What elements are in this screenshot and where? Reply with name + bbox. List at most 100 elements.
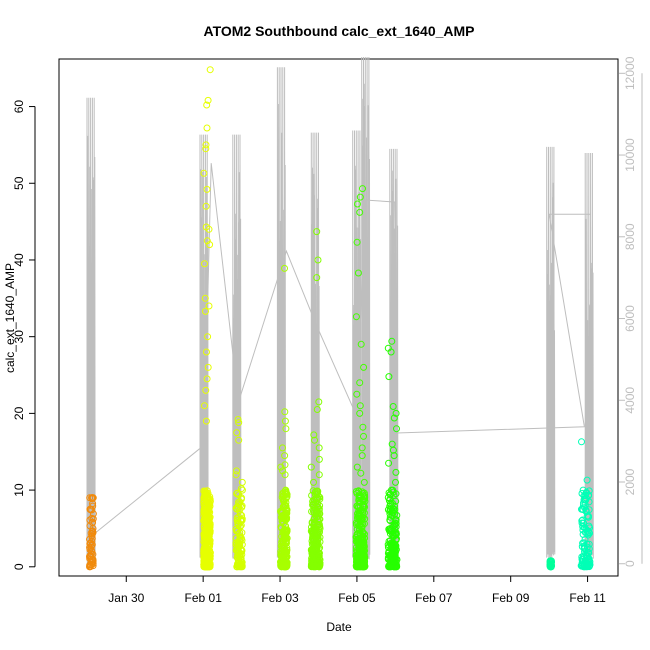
data-point (281, 551, 289, 558)
data-point (233, 561, 241, 569)
plot-frame (58, 58, 619, 577)
data-point (360, 432, 367, 440)
data-point (281, 452, 289, 460)
data-point (200, 169, 208, 177)
y-tick-label: 0 (12, 563, 26, 570)
x-tick-label: Feb 07 (415, 591, 453, 605)
data-point (202, 417, 210, 425)
data-point (204, 96, 212, 104)
x-tick-label: Feb 09 (492, 591, 530, 605)
data-point (390, 556, 398, 564)
data-point (390, 414, 398, 422)
data-point (238, 547, 246, 555)
data-point (581, 492, 589, 499)
data-point (393, 511, 401, 519)
data-point (359, 423, 367, 431)
data-point (384, 506, 392, 514)
data-point (202, 307, 209, 315)
secondary-spike (546, 146, 556, 564)
data-point (201, 402, 208, 410)
data-point (580, 542, 588, 550)
data-point (313, 228, 321, 236)
data-point (359, 529, 367, 537)
data-point (354, 269, 362, 277)
data-point (586, 558, 594, 566)
series-8 (546, 557, 555, 571)
data-point (203, 348, 210, 356)
secondary-line (86, 56, 594, 564)
data-point (386, 526, 394, 534)
y-tick-label: 40 (12, 253, 26, 267)
data-point (235, 436, 243, 444)
data-point (392, 563, 400, 571)
data-point (387, 348, 395, 356)
data-point (352, 313, 360, 321)
data-point (283, 526, 291, 534)
data-point (315, 455, 323, 463)
data-point (314, 494, 322, 502)
data-point (203, 124, 211, 132)
data-point (277, 463, 285, 471)
data-point (237, 495, 245, 503)
data-point (354, 538, 362, 546)
data-point (580, 499, 587, 507)
data-point (310, 478, 317, 486)
data-point (578, 517, 586, 525)
data-point (88, 530, 96, 538)
data-point (282, 486, 290, 494)
data-point (578, 438, 585, 446)
series-6 (352, 185, 369, 571)
data-point (203, 101, 211, 109)
data-point (315, 505, 323, 513)
data-point (392, 478, 399, 486)
data-point (200, 532, 208, 540)
data-point (389, 446, 397, 454)
series-2 (200, 66, 214, 571)
data-point (358, 444, 366, 452)
data-point (88, 528, 96, 535)
data-point (233, 429, 241, 437)
data-point (281, 417, 289, 425)
data-point (356, 402, 364, 410)
data-point (201, 508, 209, 516)
data-point (309, 530, 317, 538)
data-point (314, 256, 322, 264)
data-point (310, 515, 318, 523)
data-point (203, 516, 211, 523)
data-point (313, 406, 321, 413)
x-tick-label: Feb 03 (261, 591, 299, 605)
data-point (315, 471, 323, 479)
data-point (282, 530, 290, 538)
data-point (585, 529, 593, 537)
data-point (281, 408, 289, 416)
data-point (282, 558, 290, 566)
data-point (88, 494, 96, 502)
plot-area (58, 58, 619, 577)
y2-tick-label: 4000 (623, 387, 637, 414)
y2-tick-label: 2000 (623, 468, 637, 495)
data-point (204, 333, 212, 341)
data-point (204, 363, 212, 371)
data-point (283, 490, 290, 498)
data-point (357, 340, 365, 348)
data-point (315, 398, 323, 406)
y-tick-label: 30 (12, 330, 26, 344)
data-point (282, 537, 290, 545)
data-point (205, 499, 213, 507)
data-point (200, 549, 208, 557)
data-point (315, 545, 323, 553)
y-axis-label: calc_ext_1640_AMP (3, 263, 17, 373)
data-point (360, 478, 368, 486)
data-point (355, 560, 363, 568)
data-point (279, 553, 287, 561)
x-tick-label: Jan 30 (108, 591, 144, 605)
data-point (206, 528, 213, 536)
y2-tick-label: 0 (623, 560, 637, 567)
x-tick-label: Feb 05 (338, 591, 376, 605)
series-3 (232, 416, 246, 571)
data-point (392, 517, 400, 525)
data-point (312, 562, 320, 569)
data-point (579, 516, 587, 524)
data-point (204, 541, 212, 549)
